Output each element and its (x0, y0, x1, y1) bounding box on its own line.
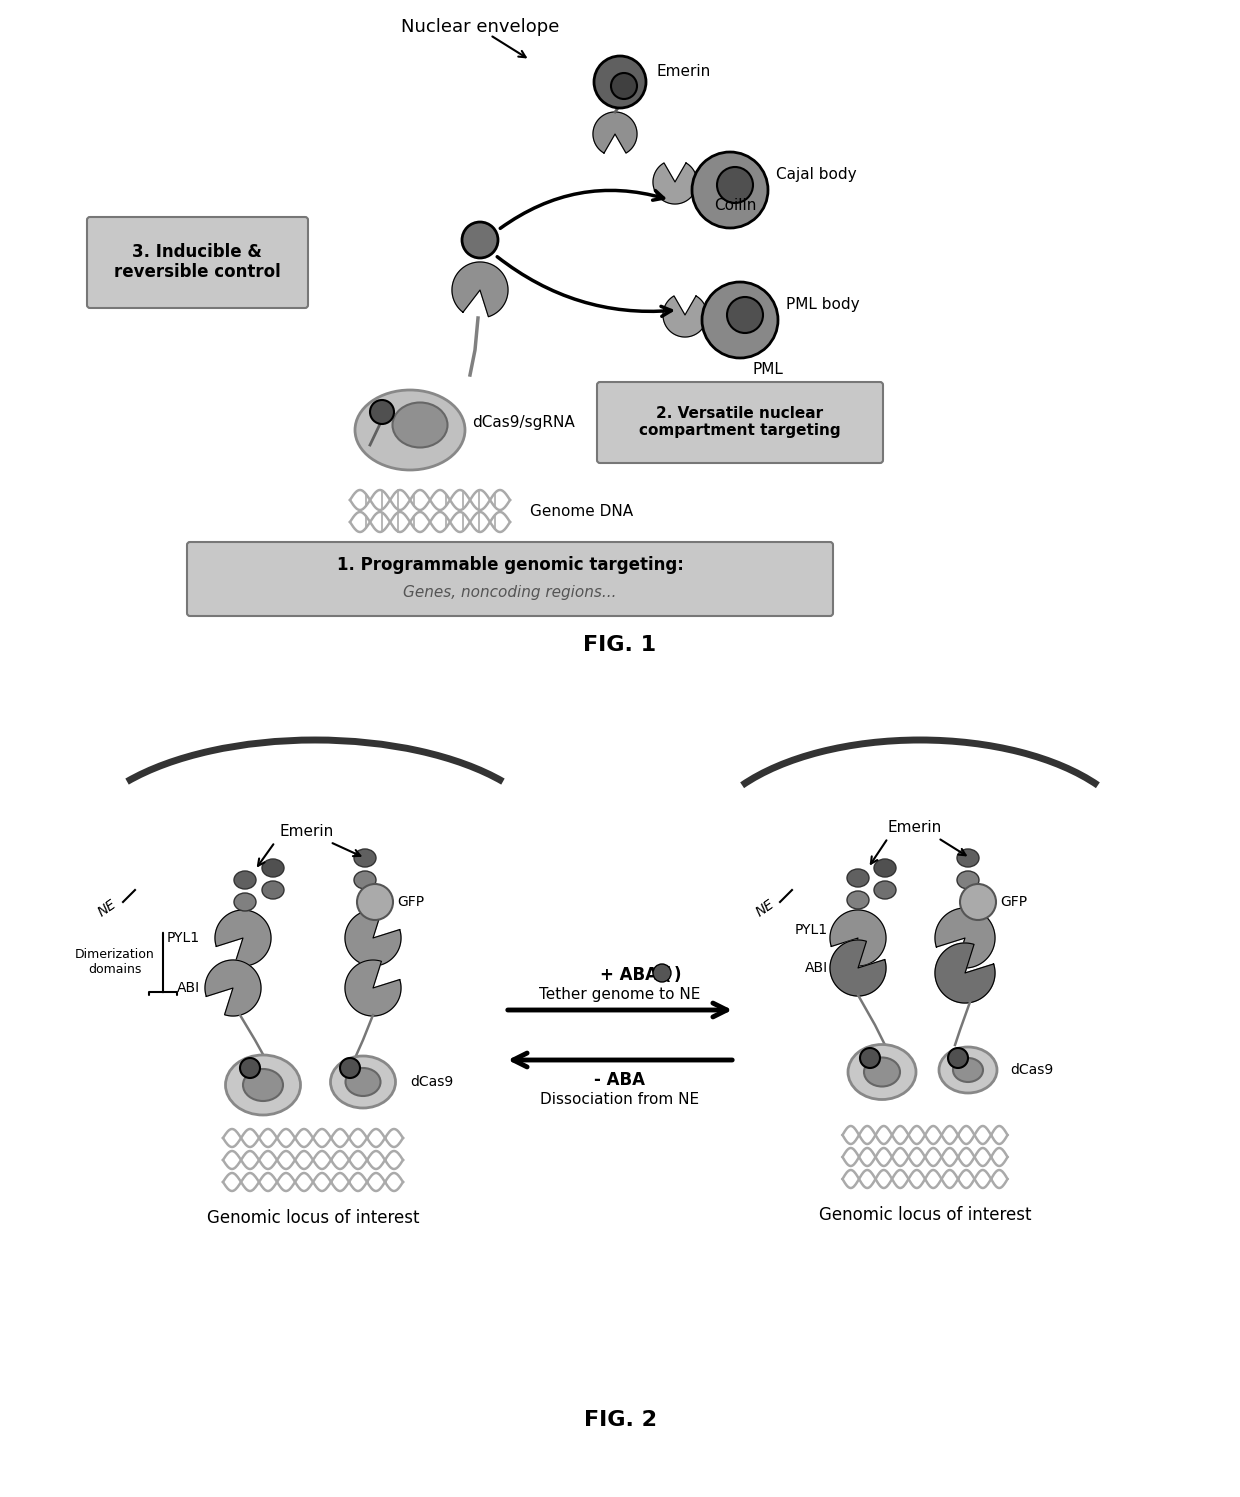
Polygon shape (663, 296, 707, 337)
Polygon shape (830, 910, 887, 966)
Text: PML body: PML body (786, 298, 859, 313)
Ellipse shape (848, 1045, 916, 1099)
Text: - ABA: - ABA (594, 1070, 646, 1088)
Text: Cajal body: Cajal body (776, 168, 857, 183)
Text: NE: NE (95, 897, 119, 919)
Text: Genome DNA: Genome DNA (529, 504, 634, 519)
Ellipse shape (353, 871, 376, 889)
Text: Coilin: Coilin (714, 198, 756, 213)
Circle shape (727, 296, 763, 332)
Ellipse shape (355, 391, 465, 470)
Circle shape (960, 885, 996, 921)
Ellipse shape (957, 871, 980, 889)
Polygon shape (205, 960, 260, 1016)
Ellipse shape (331, 1055, 396, 1108)
Text: GFP: GFP (999, 895, 1027, 909)
Text: dCas9/sgRNA: dCas9/sgRNA (472, 415, 575, 430)
Ellipse shape (847, 891, 869, 909)
Text: PML: PML (751, 362, 782, 377)
Ellipse shape (874, 859, 897, 877)
Polygon shape (453, 262, 508, 317)
Polygon shape (935, 943, 994, 1003)
Text: dCas9: dCas9 (1011, 1063, 1053, 1076)
Text: Emerin: Emerin (656, 64, 711, 79)
Circle shape (370, 400, 394, 424)
Text: FIG. 2: FIG. 2 (584, 1410, 656, 1430)
FancyBboxPatch shape (596, 382, 883, 463)
Ellipse shape (393, 403, 448, 448)
Polygon shape (345, 960, 401, 1016)
Ellipse shape (847, 868, 869, 888)
Circle shape (357, 885, 393, 921)
Text: Dissociation from NE: Dissociation from NE (541, 1093, 699, 1108)
Text: ABI: ABI (177, 981, 200, 996)
Circle shape (611, 73, 637, 99)
FancyBboxPatch shape (87, 217, 308, 308)
Circle shape (594, 55, 646, 108)
Text: 1. Programmable genomic targeting:: 1. Programmable genomic targeting: (336, 555, 683, 573)
Text: Dimerization
domains: Dimerization domains (76, 948, 155, 976)
Ellipse shape (954, 1058, 983, 1082)
Text: Genomic locus of interest: Genomic locus of interest (818, 1207, 1032, 1225)
Text: Genomic locus of interest: Genomic locus of interest (207, 1210, 419, 1228)
Circle shape (241, 1058, 260, 1078)
Text: + ABA (: + ABA ( (600, 966, 671, 984)
Text: ): ) (675, 966, 682, 984)
Ellipse shape (874, 882, 897, 900)
Ellipse shape (234, 871, 255, 889)
Text: Tether genome to NE: Tether genome to NE (539, 988, 701, 1003)
Text: Emerin: Emerin (280, 825, 334, 840)
Text: Genes, noncoding regions...: Genes, noncoding regions... (403, 585, 616, 600)
Text: PYL1: PYL1 (167, 931, 200, 945)
Text: 2. Versatile nuclear
compartment targeting: 2. Versatile nuclear compartment targeti… (639, 406, 841, 439)
Ellipse shape (939, 1046, 997, 1093)
Ellipse shape (262, 882, 284, 900)
Polygon shape (593, 112, 637, 153)
Circle shape (340, 1058, 360, 1078)
Circle shape (692, 153, 768, 228)
Circle shape (702, 281, 777, 358)
Circle shape (653, 964, 671, 982)
Ellipse shape (262, 859, 284, 877)
Ellipse shape (243, 1069, 283, 1100)
Polygon shape (345, 910, 401, 966)
Ellipse shape (353, 849, 376, 867)
Circle shape (861, 1048, 880, 1067)
Text: GFP: GFP (397, 895, 424, 909)
Ellipse shape (234, 894, 255, 912)
Text: PYL1: PYL1 (795, 924, 828, 937)
Polygon shape (215, 910, 272, 966)
Text: Nuclear envelope: Nuclear envelope (401, 18, 559, 36)
Circle shape (717, 168, 753, 204)
Text: 3. Inducible &
reversible control: 3. Inducible & reversible control (114, 243, 280, 281)
Polygon shape (653, 163, 697, 204)
Text: FIG. 1: FIG. 1 (584, 635, 656, 656)
Ellipse shape (864, 1057, 900, 1087)
Polygon shape (935, 909, 994, 969)
Text: NE: NE (753, 897, 776, 919)
Circle shape (463, 222, 498, 257)
FancyBboxPatch shape (187, 542, 833, 615)
Ellipse shape (957, 849, 980, 867)
Circle shape (949, 1048, 968, 1067)
Text: Emerin: Emerin (888, 820, 942, 835)
Ellipse shape (226, 1055, 300, 1115)
Polygon shape (830, 940, 887, 996)
Text: dCas9: dCas9 (410, 1075, 454, 1088)
Text: ABI: ABI (805, 961, 828, 975)
Ellipse shape (346, 1067, 381, 1096)
